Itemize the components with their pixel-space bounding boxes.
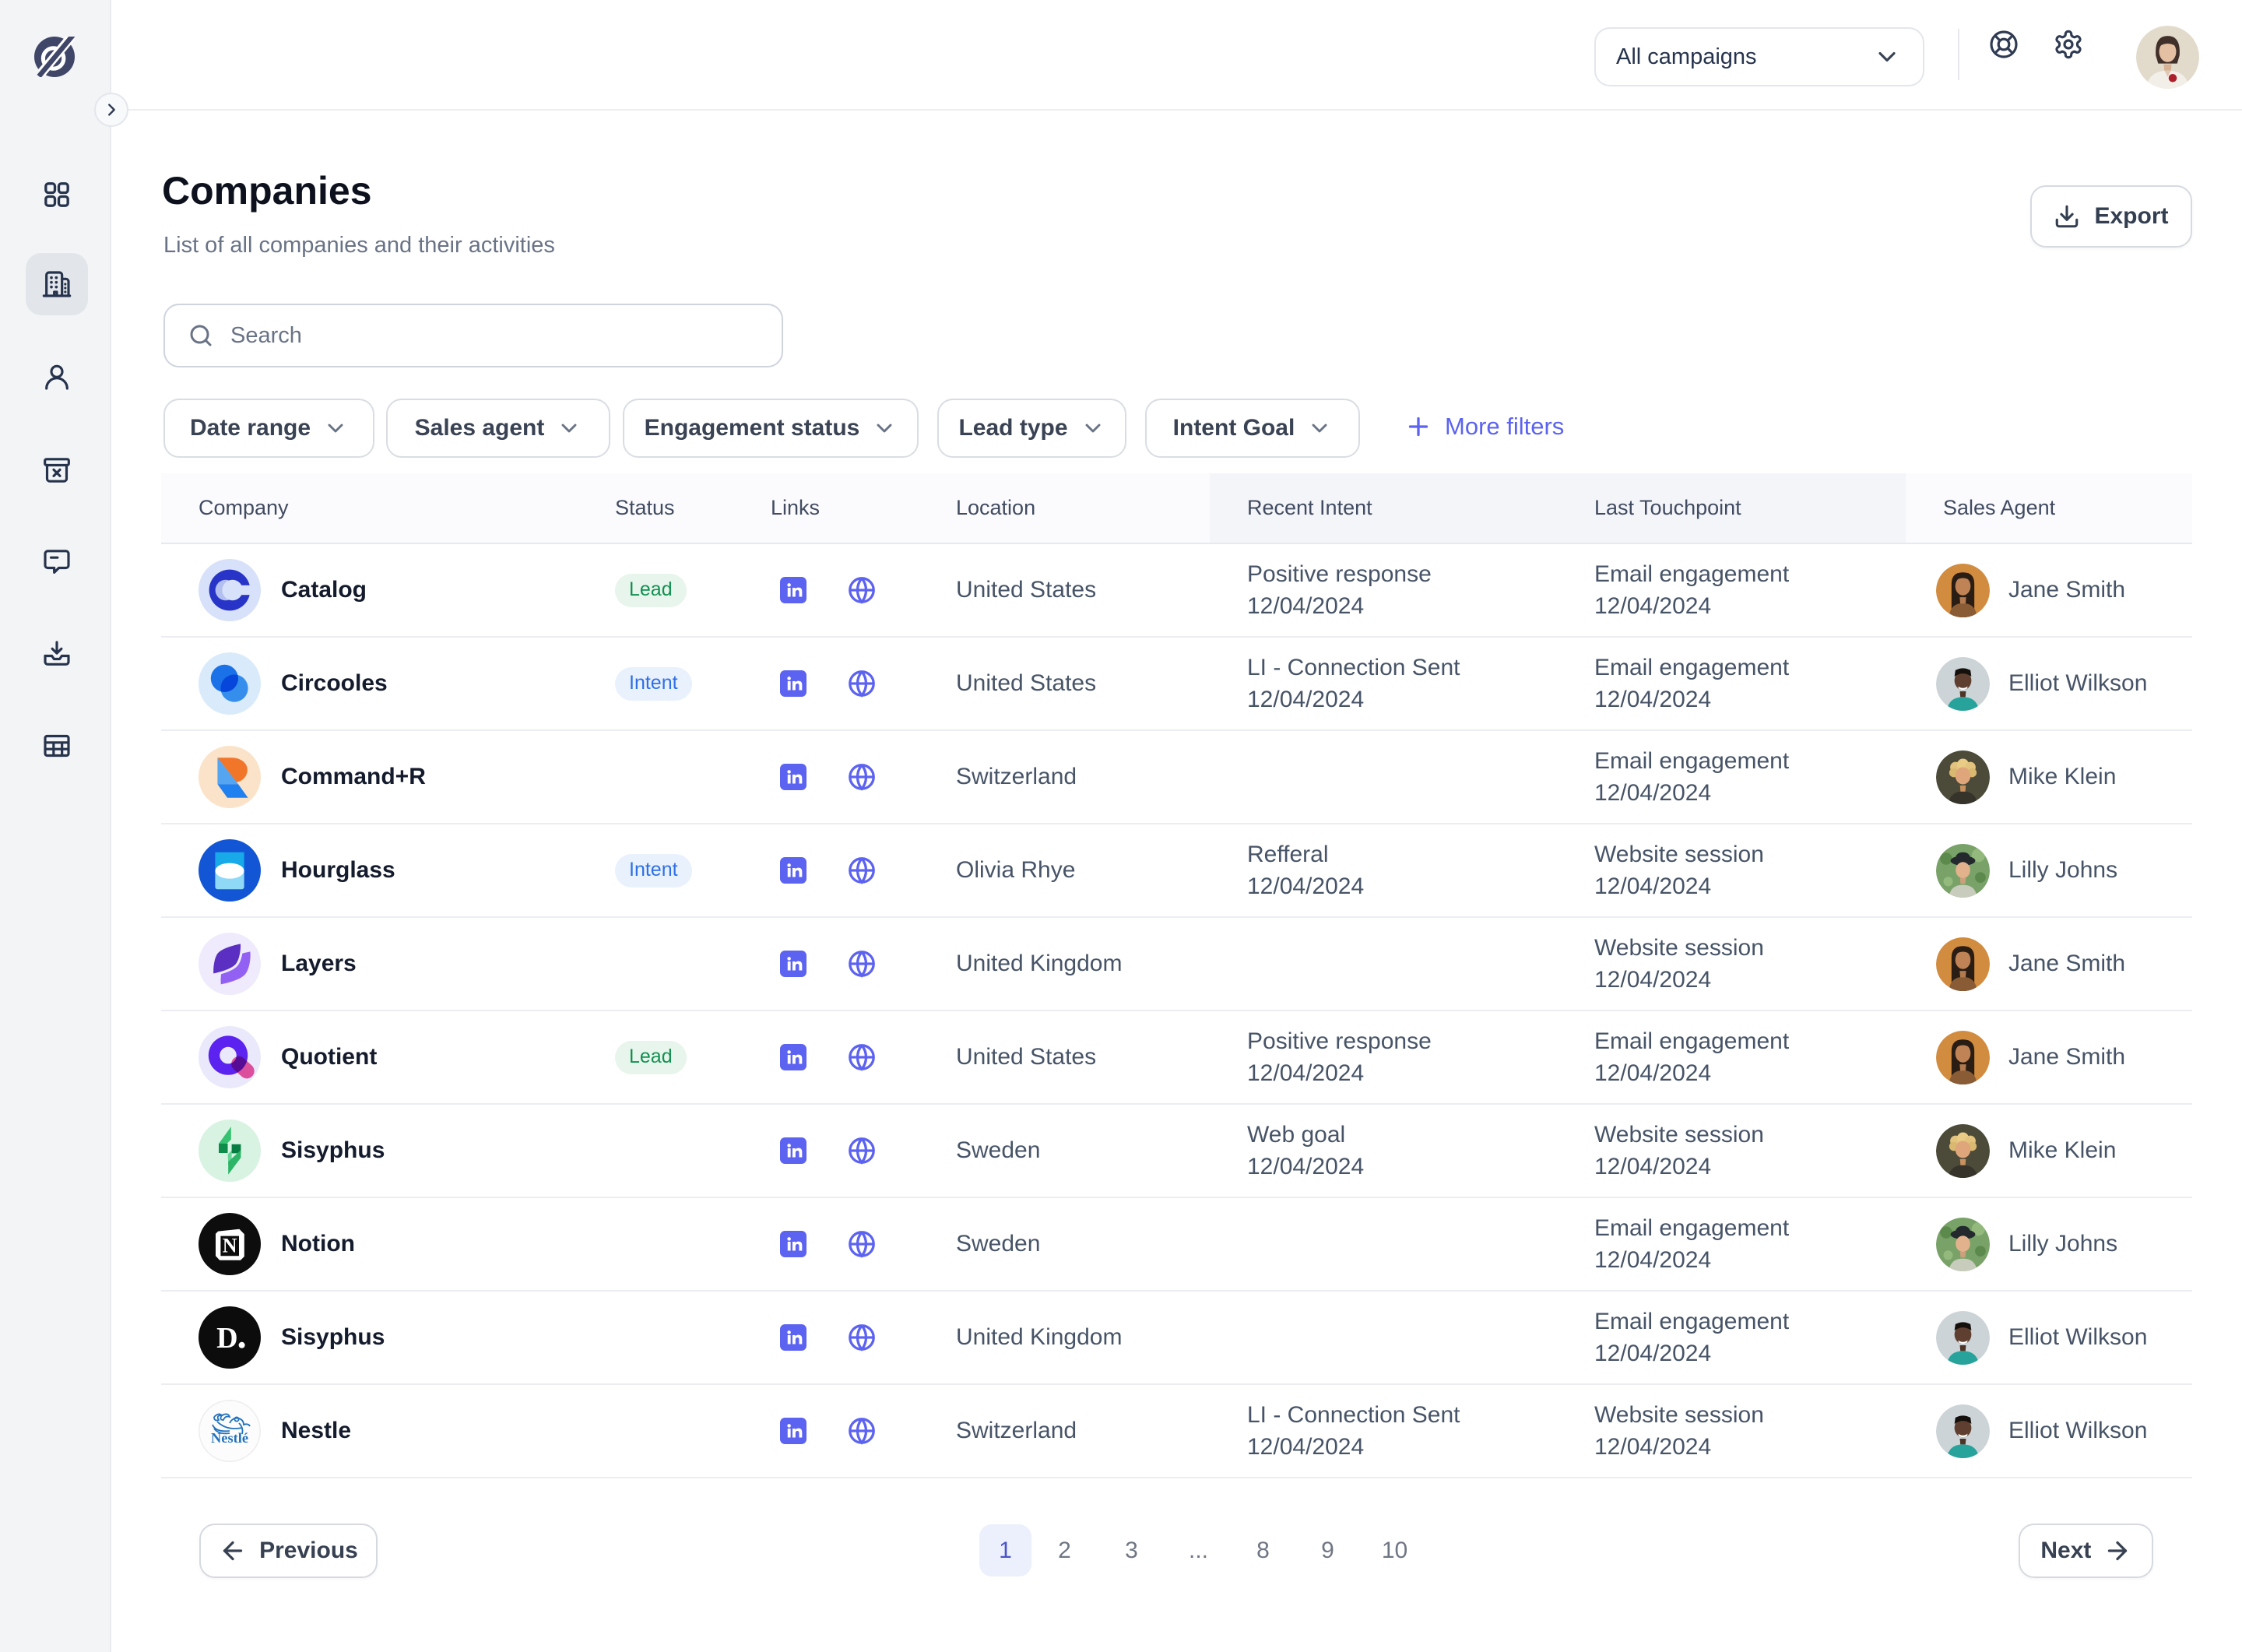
svg-text:N: N (223, 1235, 237, 1257)
svg-text:Nestlé: Nestlé (211, 1430, 248, 1446)
svg-text:D: D (216, 1322, 237, 1355)
